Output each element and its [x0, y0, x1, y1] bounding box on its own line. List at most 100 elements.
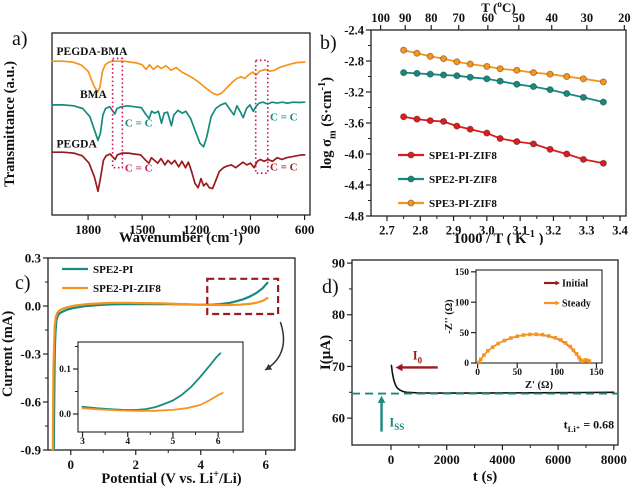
series-PEGDA [51, 151, 306, 193]
panel-a-ftir-xtick: 1500 [129, 222, 155, 237]
panel-d-polarization-xtick: 0 [388, 452, 395, 467]
panel-b-arrhenius-toptick: 30 [581, 11, 594, 25]
panel-c-lsv-xtick: 6 [263, 457, 270, 472]
initial-current-label: I0 [413, 349, 423, 366]
panel-d-inset-nyquist-xtick: 150 [589, 368, 604, 378]
panel-d-polarization-xlabel: t (s) [473, 469, 498, 485]
panel-c-inset-xtick: 6 [216, 437, 221, 447]
cc-annotation-pegda-left: C = C [125, 162, 153, 174]
panel-a-ftir-xlabel: Wavenumber (cm-1) [119, 228, 243, 245]
legend-Initial: Initial [562, 279, 588, 290]
panel-b-arrhenius-ytick: -2.8 [344, 54, 364, 68]
panel-d-inset-nyquist-ytick: 100 [455, 298, 470, 308]
panel-c-lsv-ytick: -0.9 [20, 442, 41, 457]
series-SPE3-PI-ZIF8 [402, 49, 605, 83]
panel-d-polarization-ytick: 60 [332, 411, 345, 426]
panel-b-arrhenius-top-axis-title: T (oC) [481, 0, 515, 15]
panel-c-lsv-xlabel: Potential (V vs. Li+/Li) [101, 469, 241, 487]
cc-band-box-left [111, 57, 124, 169]
panel-a-ftir-chart: 1800 1500 1200 900 600 Wavenumber (cm-1) Trans… [2, 32, 315, 245]
panel-c-lsv-ytick: -0.3 [20, 346, 41, 361]
panel-d-polarization-xtick: 4000 [489, 452, 515, 467]
panel-c-inset-ytick: 0.0 [59, 410, 71, 420]
panel-d-inset-nyquist-ytick: 0 [464, 359, 469, 369]
panel-b-arrhenius-xtick: 3.4 [612, 224, 628, 238]
cc-annotation-bma-left: C = C [125, 118, 153, 130]
panel-b-arrhenius-xtick: 3.3 [579, 224, 595, 238]
transference-number: tLi⁺ = 0.68 [564, 417, 615, 434]
panel-a-ftir-xtick: 1800 [75, 222, 101, 237]
panel-c-lsv-ytick: 0.0 [25, 298, 41, 313]
series-BMA [51, 101, 306, 148]
panel-b-arrhenius-xlabel: 1000 / T ( K-1 ) [454, 229, 544, 245]
panel-d-polarization-frame [351, 259, 619, 446]
panel-d-polarization-ytick: 70 [332, 359, 345, 374]
panel-b-arrhenius-toptick: 40 [545, 11, 558, 25]
panel-b-arrhenius-toptick: 90 [399, 11, 412, 25]
panel-b-arrhenius-xtick: 2.7 [379, 224, 395, 238]
panel-b-arrhenius-xtick: 3.1 [512, 224, 528, 238]
panel-b-arrhenius-xtick: 3.0 [479, 224, 495, 238]
panel-c-inset-ytick: 0.1 [59, 365, 71, 375]
panel-d-polarization-xtick: 6000 [545, 452, 571, 467]
curve-label-pegda-bma: PEGDA-BMA [57, 46, 129, 58]
zoom-region-box [206, 277, 280, 316]
panel-d-polarization-ylabel: I(μA) [318, 335, 334, 370]
panel-c-inset-xtick: 3 [80, 437, 85, 447]
panel-a-ftir-ylabel: Transmittance (a.u.) [2, 61, 18, 187]
legend-SPE2-PI: SPE2-PI [93, 264, 133, 276]
panel-c-inset-xtick: 5 [171, 437, 176, 447]
panel-d-inset-nyquist-xlabel: Z' (Ω) [525, 380, 553, 391]
panel-d-inset-nyquist-ytick: 150 [455, 268, 470, 278]
panel-a-ftir-frame [51, 32, 311, 216]
panel-b-arrhenius-xtick: 2.9 [446, 224, 462, 238]
series-SPE2-PI-ZIF8-inset [81, 392, 224, 412]
panel-d-polarization-ytick: 80 [332, 307, 345, 322]
legend-Steady: Steady [562, 299, 591, 310]
legend-SPE2-PI-ZIF8: SPE2-PI-ZIF8 [93, 283, 161, 295]
panel-b-arrhenius-toptick: 50 [513, 11, 526, 25]
series-SPE2-PI-ZIF8 [51, 296, 269, 452]
panel-c-lsv-ylabel: Current (mA) [0, 311, 16, 397]
panel-c-lsv-xtick: 2 [133, 457, 140, 472]
panel-label-a: a) [12, 28, 28, 50]
series-polarization-current [390, 364, 615, 394]
zoom-arrow [264, 321, 285, 371]
panel-b-arrhenius-toptick: 20 [618, 11, 631, 25]
series-SPE2-PI-inset [81, 352, 222, 411]
curve-label-bma: BMA [80, 89, 108, 101]
panel-label-c: c) [15, 272, 31, 294]
panel-c-inset: 3 4 5 6 0.0 0.1 [59, 341, 244, 447]
panel-c-inset-xtick: 4 [125, 437, 130, 447]
panel-d-polarization: 0 2000 4000 6000 8000 60 70 80 90 t (s) I(μA) I0 ISS… [318, 256, 627, 485]
panel-c-inset-frame [77, 341, 244, 433]
panel-b-conductivity-chart: 2.7 2.8 2.9 3.0 3.1 3.2 3.3 3.4 -2.4 -2.8 -3.2 -3.6… [318, 0, 631, 245]
panel-b-arrhenius-ylabel: log σm (S·cm-1) [318, 77, 338, 169]
panel-b-arrhenius-toptick: 80 [425, 11, 438, 25]
cc-band-box-right [254, 59, 269, 174]
panel-d-polarization-xtick: 2000 [434, 452, 460, 467]
legend-SPE3-PI-ZIF8: SPE3-PI-ZIF8 [429, 198, 497, 210]
series-PEGDA-BMA [51, 60, 306, 96]
panel-label-d: d) [322, 276, 339, 298]
panel-d-inset-nyquist: 0 50 100 150 0 50 100 150 Z' (Ω) -Z'' (Ω) Initial S… [444, 268, 604, 391]
panel-c-lsv-ytick: 0.3 [25, 250, 42, 265]
panel-d-inset-nyquist-ytick: 50 [460, 329, 470, 339]
panel-d-inset-nyquist-xtick: 50 [512, 368, 522, 378]
panel-d-inset-nyquist-xtick: 0 [475, 368, 480, 378]
panel-a-ftir-xtick: 600 [295, 222, 315, 237]
panel-b-arrhenius-toptick: 60 [482, 11, 495, 25]
panel-d-polarization-chart: 0 2000 4000 6000 8000 60 70 80 90 t (s) I(μA) I0 ISS… [318, 256, 627, 485]
panel-a-ftir: 1800 1500 1200 900 600 Wavenumber (cm-1) Trans… [2, 32, 315, 245]
panel-b-arrhenius-xtick: 3.2 [546, 224, 562, 238]
panel-d-inset-nyquist-xtick: 100 [550, 368, 565, 378]
panel-d-inset-nyquist-ylabel: -Z'' (Ω) [444, 299, 455, 334]
panel-c-lsv-xtick: 4 [198, 457, 205, 472]
legend-SPE1-PI-ZIF8: SPE1-PI-ZIF8 [429, 150, 497, 162]
panel-b-arrhenius: 2.7 2.8 2.9 3.0 3.1 3.2 3.3 3.4 -2.4 -2.8 -3.2 -3.6… [318, 0, 631, 245]
panel-b-arrhenius-ytick: -3.6 [344, 116, 364, 130]
curve-label-pegda: PEGDA [57, 138, 98, 150]
